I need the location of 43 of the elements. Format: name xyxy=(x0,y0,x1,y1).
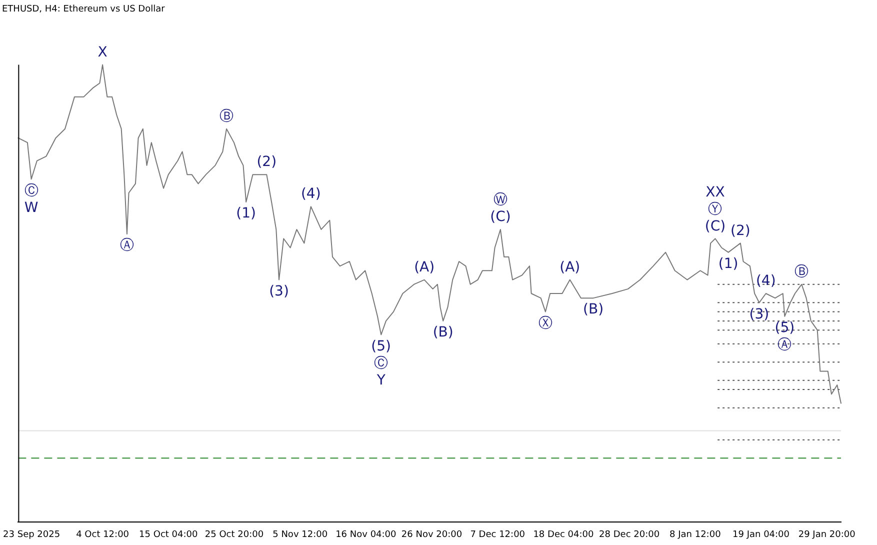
annotation: (3) xyxy=(269,283,289,300)
annotation: (C) xyxy=(704,218,726,234)
x-tick-label: 15 Oct 04:00 xyxy=(139,530,198,540)
x-tick-label: 8 Jan 12:00 xyxy=(670,530,722,540)
x-tick-label: 5 Nov 12:00 xyxy=(272,530,328,540)
chart-title: ETHUSD, H4: Ethereum vs US Dollar xyxy=(2,4,166,15)
annotation: (2) xyxy=(730,222,750,239)
x-tick-label: 23 Sep 2025 xyxy=(3,530,60,540)
annotation: X xyxy=(98,44,108,60)
annotation: (B) xyxy=(432,324,454,341)
annotation: Ⓐ xyxy=(120,238,134,254)
annotation: (C) xyxy=(490,209,511,226)
x-tick-label: 19 Jan 04:00 xyxy=(732,530,790,540)
annotation: (1) xyxy=(236,206,256,222)
x-tick-label: 26 Nov 20:00 xyxy=(401,530,462,540)
annotation: (1) xyxy=(718,256,738,272)
x-tick-label: 29 Jan 20:00 xyxy=(798,530,856,540)
annotation: Y xyxy=(376,372,386,388)
x-tick-label: 18 Dec 04:00 xyxy=(533,530,594,540)
annotation: (4) xyxy=(756,273,776,290)
annotation: (B) xyxy=(583,302,604,318)
annotation: Ⓑ xyxy=(220,108,234,124)
annotation: (4) xyxy=(300,186,321,202)
annotation: W xyxy=(24,200,38,216)
annotation: Ⓧ xyxy=(538,315,552,332)
annotation: (5) xyxy=(774,320,795,336)
annotation: XX xyxy=(706,184,726,200)
annotation: Ⓒ xyxy=(24,182,38,199)
annotation: (A) xyxy=(414,259,435,276)
annotation: (2) xyxy=(256,154,277,170)
annotation: (3) xyxy=(749,306,770,322)
annotation: Ⓨ xyxy=(708,201,722,218)
annotation: (A) xyxy=(560,259,580,276)
annotation: Ⓒ xyxy=(374,355,388,372)
annotation: Ⓑ xyxy=(794,264,809,280)
x-tick-label: 7 Dec 12:00 xyxy=(470,530,526,540)
annotation: (5) xyxy=(371,338,392,354)
annotation: Ⓐ xyxy=(778,337,792,354)
x-tick-label: 28 Dec 20:00 xyxy=(599,530,660,540)
x-tick-label: 25 Oct 20:00 xyxy=(204,530,264,540)
x-tick-label: 16 Nov 04:00 xyxy=(336,530,397,540)
annotation: Ⓦ xyxy=(493,192,508,208)
x-tick-label: 4 Oct 12:00 xyxy=(76,530,130,540)
